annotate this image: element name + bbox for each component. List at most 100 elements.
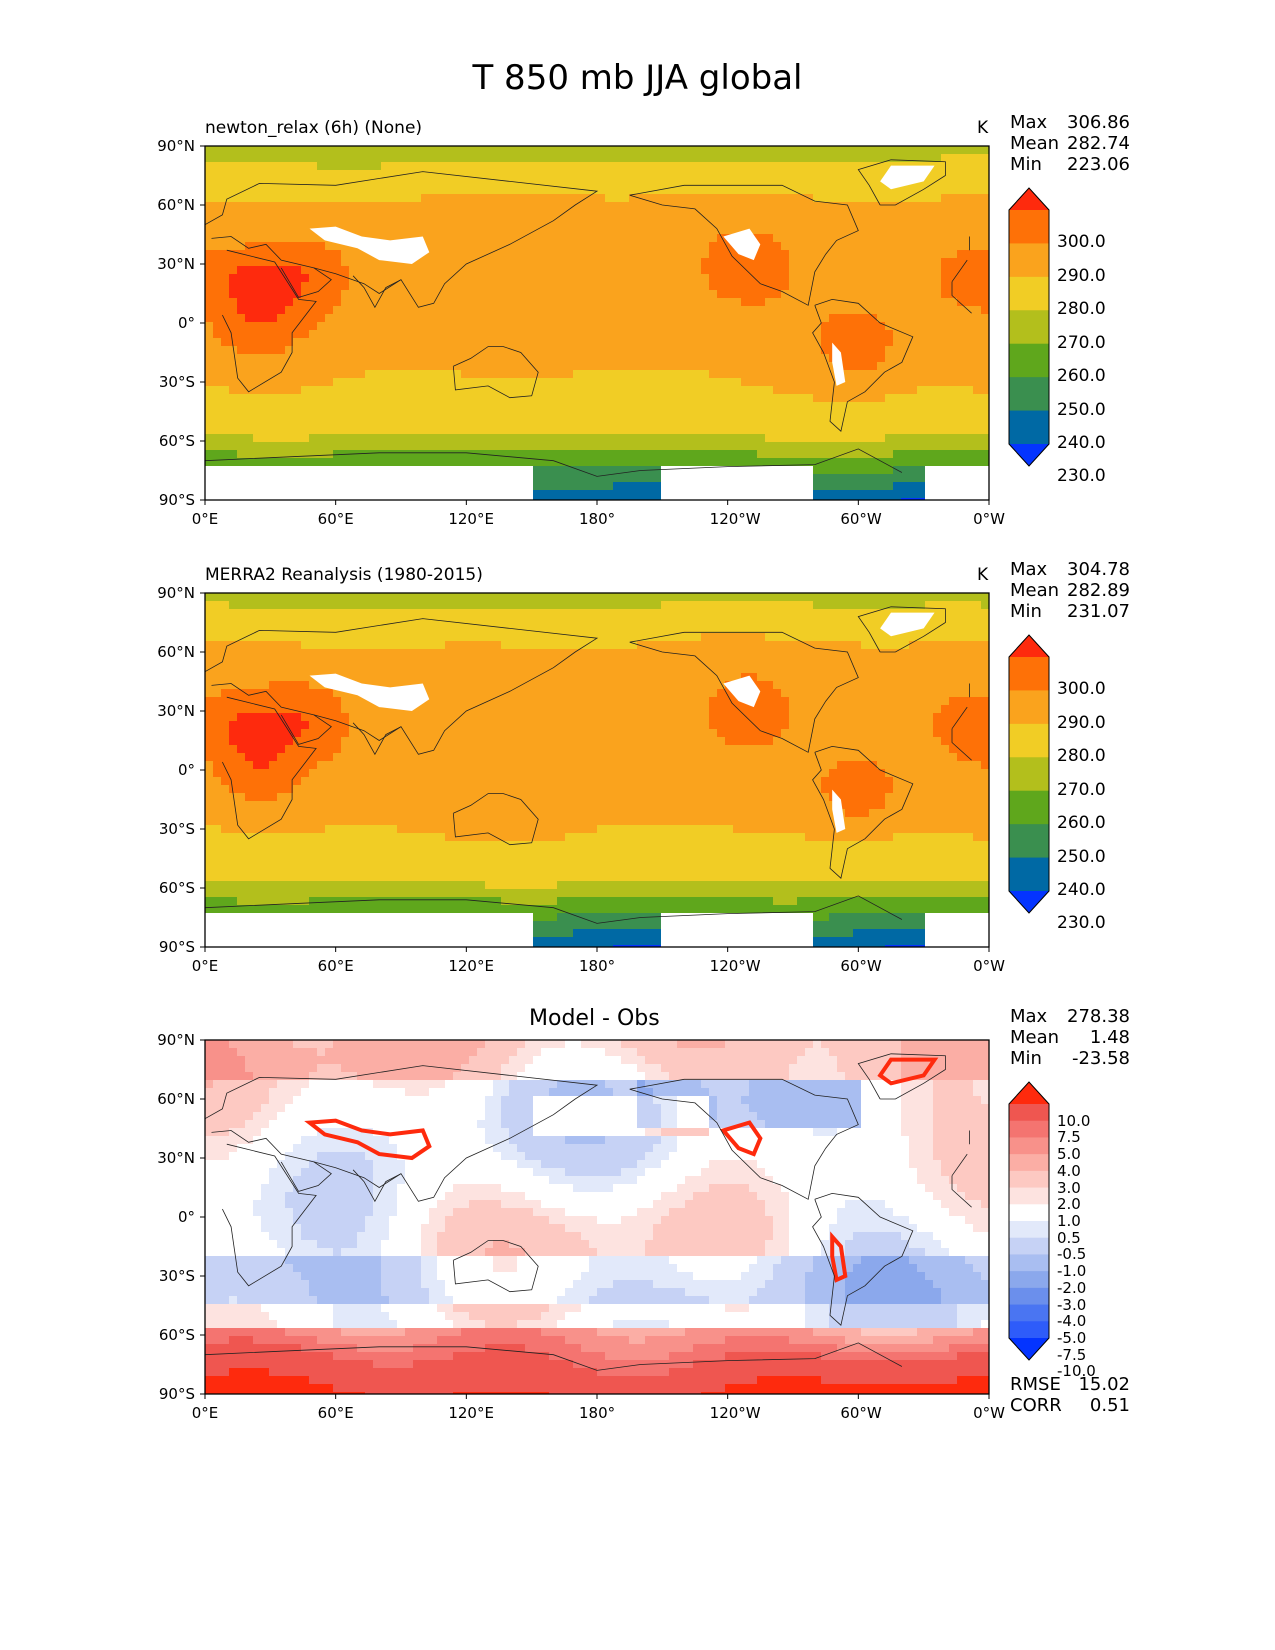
colorbar-bin xyxy=(1009,1221,1049,1239)
colorbar-extend-bottom xyxy=(1009,891,1049,913)
colorbar-tick-label: 230.0 xyxy=(1057,913,1106,934)
colorbar-reference xyxy=(1008,634,1050,914)
panel-left-title: newton_relax (6h) (None) xyxy=(205,118,423,138)
colorbar-tick-label: 270.0 xyxy=(1057,779,1106,800)
colorbar-tick-label: -3.0 xyxy=(1057,1295,1087,1314)
colorbar-tick-label: 290.0 xyxy=(1057,712,1106,733)
x-tick-label: 0°W xyxy=(973,1404,1005,1422)
colorbar-outline xyxy=(1008,634,1050,914)
colorbar-extend-top xyxy=(1009,1082,1049,1104)
y-tick-label: 90°S xyxy=(158,491,195,509)
stat-value-mean: 1.48 xyxy=(1089,1027,1130,1048)
coastline xyxy=(352,275,402,309)
mask-edge xyxy=(719,1120,763,1157)
coastline xyxy=(280,714,332,745)
surface-mask xyxy=(880,612,935,637)
coastline xyxy=(452,346,539,399)
stat-label-mean: Mean xyxy=(1010,580,1060,601)
colorbar-bin xyxy=(1009,790,1049,825)
colorbar-extend-top xyxy=(1009,635,1049,657)
x-tick-label: 120°W xyxy=(709,510,761,528)
mask-edge xyxy=(830,1231,848,1283)
colorbar-bin xyxy=(1009,1271,1049,1289)
colorbar-bin xyxy=(1009,410,1049,445)
coastline xyxy=(205,1342,903,1371)
coastline xyxy=(452,793,539,846)
surface-mask xyxy=(309,673,430,711)
coastline xyxy=(205,448,903,477)
map-field-difference xyxy=(205,1040,989,1394)
y-tick-label: 60°S xyxy=(158,879,195,897)
coastline xyxy=(222,1143,972,1287)
coastline xyxy=(629,184,859,306)
surface-mask xyxy=(723,675,761,708)
y-tick-label: 60°N xyxy=(157,196,195,214)
coastline xyxy=(280,267,332,298)
colorbar-bin xyxy=(1009,723,1049,758)
x-tick-label: 0°E xyxy=(191,957,219,975)
x-tick-label: 0°W xyxy=(973,510,1005,528)
y-tick-label: 90°S xyxy=(158,938,195,956)
colorbar-tick-label: 250.0 xyxy=(1057,846,1106,867)
y-tick-label: 60°N xyxy=(157,643,195,661)
colorbar-tick-label: 260.0 xyxy=(1057,366,1106,387)
stat-value-max: 304.78 xyxy=(1067,559,1130,580)
colorbar-bin xyxy=(1009,210,1049,244)
colorbar-bin xyxy=(1009,1204,1049,1222)
y-tick-label: 0° xyxy=(177,761,195,779)
colorbar-tick-label: 250.0 xyxy=(1057,399,1106,420)
x-tick-label: 120°W xyxy=(709,1404,761,1422)
coastline xyxy=(222,249,972,393)
colorbar-tick-label: 270.0 xyxy=(1057,332,1106,353)
mask-edge xyxy=(304,1118,432,1161)
colorbar-tick-label: 230.0 xyxy=(1057,466,1106,487)
colorbar-bin xyxy=(1009,1304,1049,1322)
colorbar-test xyxy=(1008,187,1050,467)
colorbar-tick-label: 280.0 xyxy=(1057,746,1106,767)
panel-center-title: Model - Obs xyxy=(529,1006,660,1031)
coastline xyxy=(352,722,402,756)
mask-edge xyxy=(877,1057,939,1086)
colorbar-bin xyxy=(1009,690,1049,725)
coastline xyxy=(812,298,914,432)
stat-value-max: 306.86 xyxy=(1067,112,1130,133)
colorbar-tick-label: 10.0 xyxy=(1057,1111,1091,1130)
y-tick-label: 30°N xyxy=(157,1149,195,1167)
stat-value-mean: 282.89 xyxy=(1067,580,1130,601)
colorbar-bin xyxy=(1009,1170,1049,1189)
colorbar-bin xyxy=(1009,1237,1049,1255)
stat-label-min: Min xyxy=(1010,1048,1042,1069)
stat-value-min: -23.58 xyxy=(1071,1048,1130,1069)
colorbar-bin xyxy=(1009,1154,1049,1172)
coastline xyxy=(812,1192,914,1326)
y-tick-label: 60°S xyxy=(158,432,195,450)
x-tick-label: 60°E xyxy=(317,510,354,528)
colorbar-tick-label: 280.0 xyxy=(1057,299,1106,320)
colorbar-tick-label: -4.0 xyxy=(1057,1312,1087,1331)
colorbar-bin xyxy=(1009,1254,1049,1272)
coastline xyxy=(629,1078,859,1200)
x-tick-label: 60°W xyxy=(840,510,882,528)
colorbar-bin xyxy=(1009,310,1049,345)
surface-mask xyxy=(832,342,846,386)
colorbar-bin xyxy=(1009,1287,1049,1306)
coastline xyxy=(280,1161,332,1192)
surface-mask xyxy=(723,228,761,261)
panel-units: K xyxy=(977,565,989,585)
coastline xyxy=(205,1065,970,1202)
x-tick-label: 180° xyxy=(579,957,616,975)
stat-label-mean: Mean xyxy=(1010,1027,1060,1048)
y-tick-label: 60°N xyxy=(157,1090,195,1108)
colorbar-tick-label: 1.0 xyxy=(1057,1212,1081,1230)
colorbar-bin xyxy=(1009,1187,1049,1205)
coastline xyxy=(222,696,972,840)
y-tick-label: 30°S xyxy=(158,1267,195,1285)
colorbar-bin xyxy=(1009,343,1049,378)
panel-units: K xyxy=(977,118,989,138)
colorbar-extend-bottom xyxy=(1009,444,1049,466)
stat-label-mean: Mean xyxy=(1010,133,1060,154)
y-tick-label: 0° xyxy=(177,314,195,332)
colorbar-outline xyxy=(1008,1081,1050,1361)
figure-title: T 850 mb JJA global xyxy=(472,58,803,98)
colorbar-outline xyxy=(1008,187,1050,467)
